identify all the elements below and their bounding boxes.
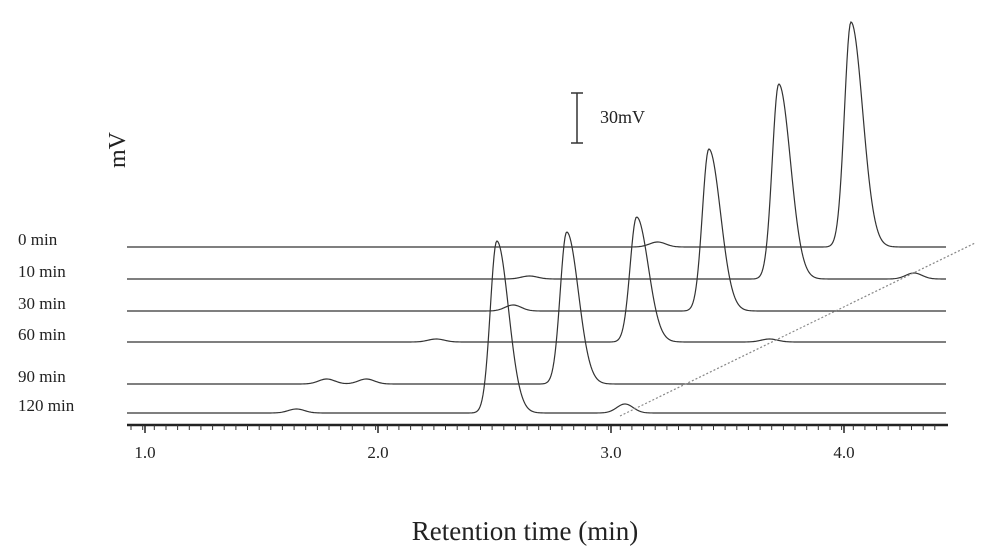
trace-labels-group: 0 min 10 min 30 min 60 min 90 min 120 min: [18, 230, 75, 415]
traces-group: [127, 21, 946, 414]
trace-label: 0 min: [18, 230, 58, 249]
x-tick-label: 4.0: [833, 443, 854, 462]
trace-label: 10 min: [18, 262, 66, 281]
scale-bar: 30mV: [571, 92, 645, 144]
trace-120-min: [127, 240, 946, 414]
trace-label: 60 min: [18, 325, 66, 344]
trace-30-min: [127, 148, 946, 312]
trace-label: 90 min: [18, 367, 66, 386]
trace-label: 120 min: [18, 396, 75, 415]
x-axis-minor-ticks: [130, 425, 936, 430]
x-tick-label: 3.0: [600, 443, 621, 462]
x-axis: 1.0 2.0 3.0 4.0: [127, 423, 948, 462]
drift-line: [619, 242, 976, 417]
x-tick-label: 2.0: [367, 443, 388, 462]
x-axis-label: Retention time (min): [412, 516, 638, 546]
trace-60-min: [127, 216, 946, 343]
x-tick-label: 1.0: [134, 443, 155, 462]
x-axis-tick-labels: 1.0 2.0 3.0 4.0: [134, 425, 855, 462]
trace-10-min: [127, 83, 946, 280]
trace-90-min: [127, 231, 946, 385]
trace-0-min: [127, 21, 946, 248]
y-axis-label: mV: [105, 131, 131, 168]
trace-label: 30 min: [18, 294, 66, 313]
scale-bar-label: 30mV: [600, 107, 645, 127]
